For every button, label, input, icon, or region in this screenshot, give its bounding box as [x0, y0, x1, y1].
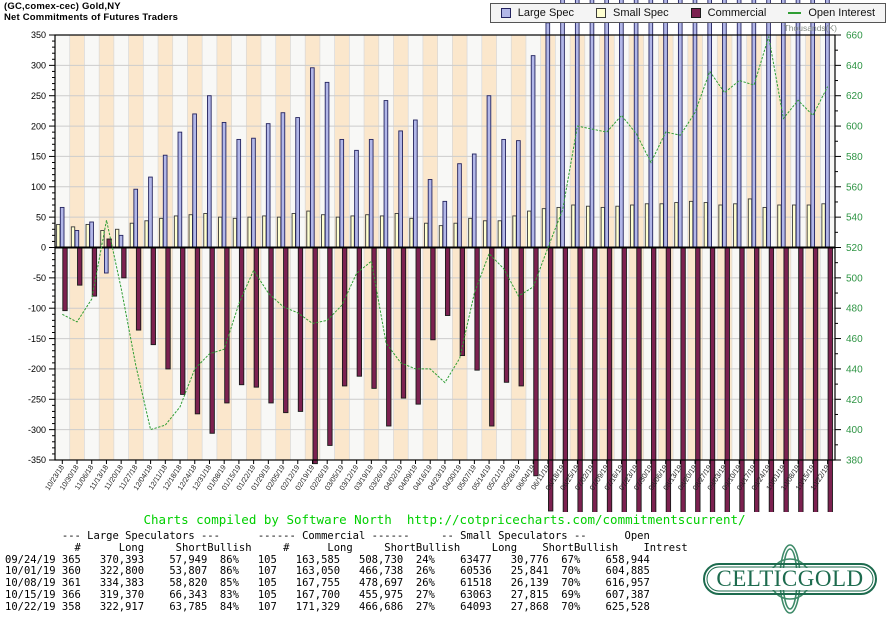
legend-item-commercial: Commercial [690, 7, 767, 19]
chart-title: (GC,comex-cec) Gold,NY Net Commitments o… [4, 1, 179, 23]
svg-text:460: 460 [846, 334, 863, 345]
table-row: 10/08/19 361 334,383 58,820 85% 105 167,… [5, 577, 650, 590]
svg-text:-100: -100 [28, 303, 46, 313]
svg-text:540: 540 [846, 213, 863, 224]
open-interest-line-icon [788, 12, 802, 14]
cot-chart: 350300250200150100500-50-100-150-200-250… [28, 0, 863, 512]
svg-text:420: 420 [846, 395, 863, 406]
svg-text:-250: -250 [28, 394, 46, 404]
svg-text:400: 400 [846, 425, 863, 436]
legend-item-small-spec: Small Spec [596, 7, 669, 19]
celticgold-logo: CELTICGOLD [699, 541, 881, 617]
logo-text-bg [723, 568, 857, 590]
svg-text:660: 660 [846, 31, 863, 42]
legend-item-large-spec: Large Spec [500, 7, 575, 19]
svg-text:-200: -200 [28, 364, 46, 374]
svg-text:200: 200 [31, 121, 46, 131]
svg-text:-300: -300 [28, 425, 46, 435]
large-spec-swatch-icon [500, 8, 511, 18]
right-axis-units-label: Thousands(K) [784, 23, 838, 33]
table-row: --- Large Speculators --- ------ Commerc… [5, 530, 650, 542]
svg-text:500: 500 [846, 273, 863, 284]
table-row: 10/01/19 360 322,800 53,807 86% 107 163,… [5, 565, 650, 578]
legend: Large Spec Small Spec Commercial Open In… [489, 3, 886, 23]
small-spec-swatch-icon [596, 8, 607, 18]
svg-text:560: 560 [846, 182, 863, 193]
svg-text:-150: -150 [28, 334, 46, 344]
svg-text:50: 50 [36, 212, 46, 222]
credit-line: Charts compiled by Software North http:/… [143, 512, 746, 527]
svg-text:620: 620 [846, 91, 863, 102]
chart-title-line1: (GC,comex-cec) Gold,NY [4, 1, 121, 12]
svg-text:520: 520 [846, 243, 863, 254]
svg-text:480: 480 [846, 304, 863, 315]
svg-text:380: 380 [846, 456, 863, 467]
svg-text:150: 150 [31, 152, 46, 162]
legend-label: Small Spec [613, 7, 669, 19]
svg-text:600: 600 [846, 122, 863, 133]
table-row: 10/22/19 358 322,917 63,785 84% 107 171,… [5, 600, 650, 613]
legend-item-open-interest: Open Interest [788, 7, 875, 19]
svg-text:0: 0 [41, 243, 46, 253]
table-row: 10/15/19 366 319,370 66,343 83% 105 167,… [5, 588, 650, 601]
svg-text:440: 440 [846, 364, 863, 375]
svg-text:580: 580 [846, 152, 863, 163]
svg-text:640: 640 [846, 61, 863, 72]
legend-label: Commercial [707, 7, 767, 19]
legend-label: Large Spec [517, 7, 575, 19]
commercial-swatch-icon [690, 8, 701, 18]
cot-summary-table: --- Large Speculators --- ------ Commerc… [5, 530, 688, 614]
legend-label: Open Interest [808, 7, 875, 19]
svg-text:100: 100 [31, 182, 46, 192]
svg-text:-350: -350 [28, 455, 46, 465]
table-row: # Long ShortBullish # Long ShortBullish … [5, 541, 688, 554]
logo-text: CELTICGOLD [716, 566, 863, 591]
svg-text:-50: -50 [33, 273, 46, 283]
svg-text:300: 300 [31, 61, 46, 71]
logo-oval-border [703, 563, 877, 595]
chart-title-line2: Net Commitments of Futures Traders [4, 11, 179, 23]
svg-text:350: 350 [31, 30, 46, 40]
table-row: 09/24/19 365 370,393 57,949 86% 105 163,… [5, 553, 650, 566]
svg-text:250: 250 [31, 91, 46, 101]
